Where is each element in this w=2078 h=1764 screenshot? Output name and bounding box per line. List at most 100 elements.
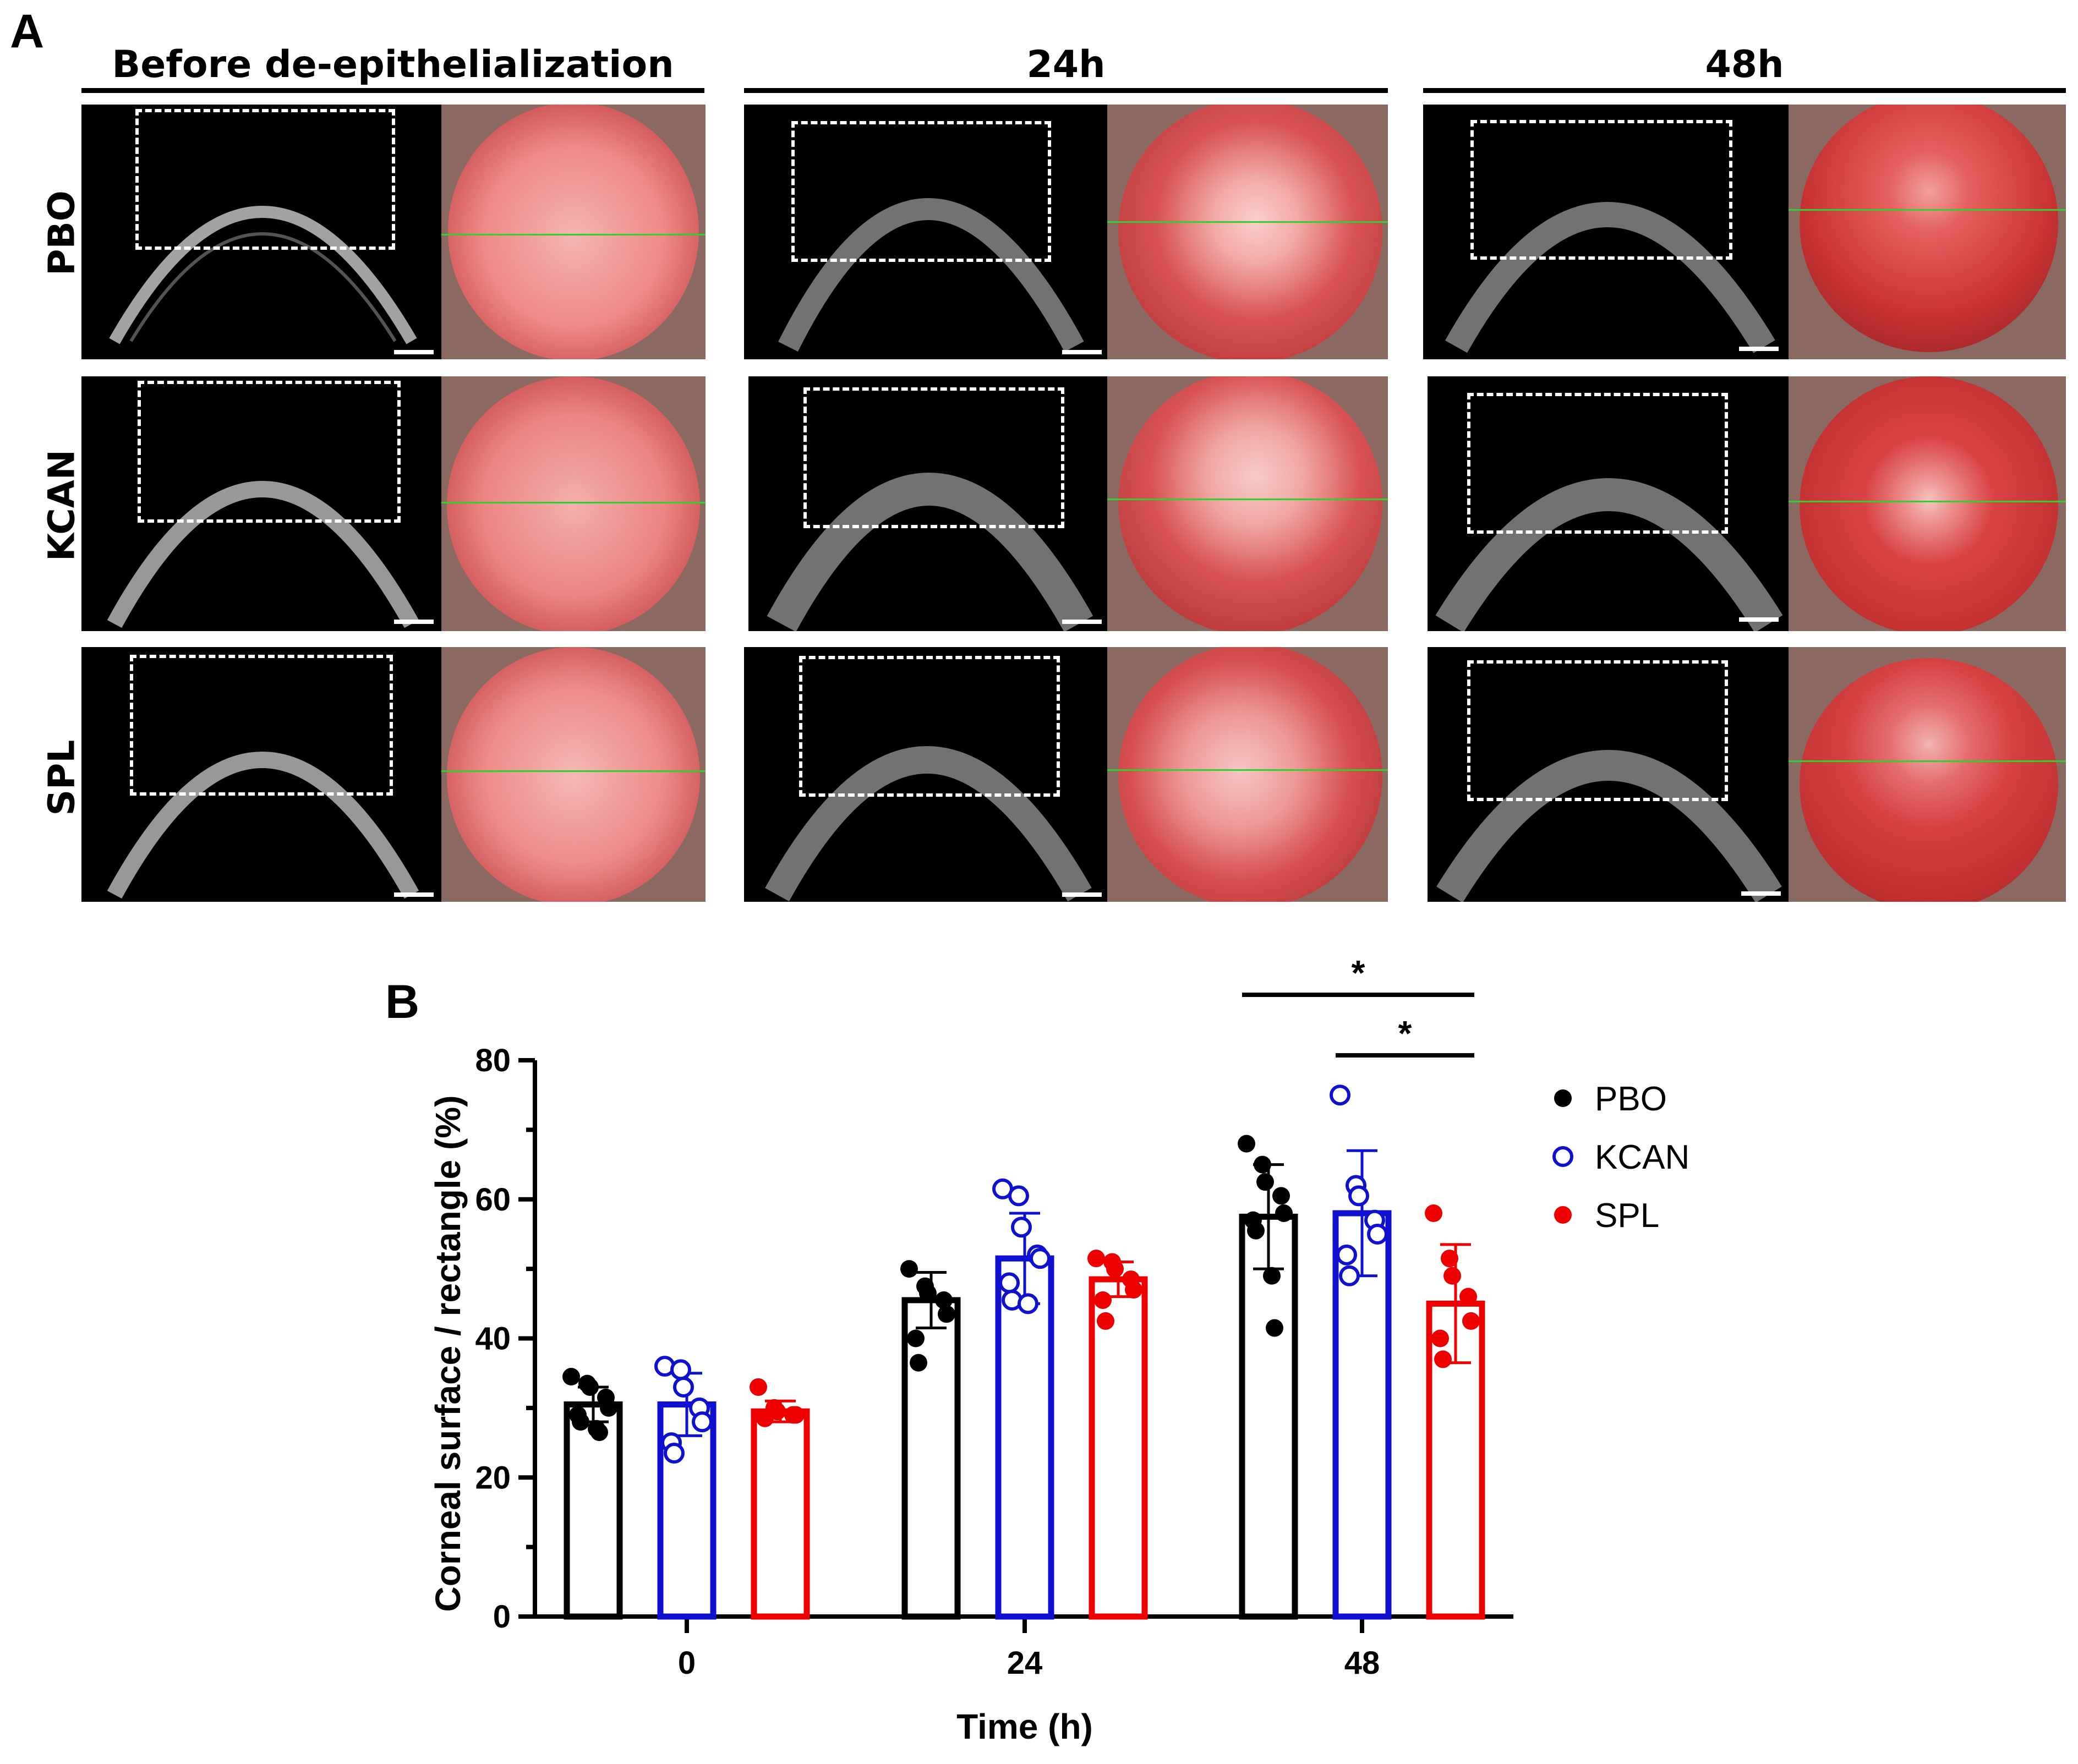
scale-bar: [1062, 350, 1102, 354]
oct-image-spl-before: [81, 647, 441, 902]
scan-line: [1789, 760, 2066, 762]
data-point-pbo: [900, 1260, 918, 1278]
eye-photo-pbo-before: [441, 105, 706, 359]
scale-bar: [1739, 617, 1779, 622]
legend-label-kcan: KCAN: [1595, 1138, 1689, 1176]
data-point-kcan: [670, 1359, 691, 1380]
eye-photo-spl-before: [441, 647, 706, 902]
data-point-pbo: [562, 1368, 580, 1386]
data-point-pbo: [1263, 1267, 1281, 1285]
data-point-pbo: [1256, 1173, 1274, 1191]
data-point-spl: [1441, 1250, 1458, 1268]
oct-roi-rectangle: [1467, 393, 1728, 534]
significance-label: *: [1398, 1014, 1412, 1053]
data-point-spl: [1125, 1281, 1142, 1299]
scan-line: [1789, 209, 2066, 211]
bar-spl-0: [751, 1408, 810, 1620]
scan-line: [1107, 498, 1388, 500]
data-point-spl: [1443, 1267, 1461, 1285]
eye-photo-spl-24h: [1107, 647, 1388, 902]
data-point-spl: [1459, 1288, 1477, 1306]
data-point-spl: [1462, 1312, 1480, 1330]
data-point-kcan: [1348, 1185, 1369, 1207]
data-point-pbo: [581, 1378, 599, 1396]
data-point-pbo: [910, 1354, 927, 1372]
y-tick-label: 80: [475, 1043, 511, 1078]
x-tick-label: 24: [1007, 1645, 1043, 1681]
oct-roi-rectangle: [130, 655, 393, 796]
scan-line: [441, 234, 706, 235]
data-point-spl: [1425, 1204, 1442, 1223]
data-point-kcan: [692, 1411, 713, 1433]
data-point-kcan: [1011, 1217, 1032, 1238]
oct-roi-rectangle: [803, 387, 1064, 528]
data-point-pbo: [600, 1399, 617, 1417]
data-point-kcan: [1330, 1084, 1350, 1106]
oct-image-kcan-24h: [748, 376, 1107, 631]
row-label-spl: SPL: [40, 739, 83, 816]
column-rule-before: [81, 88, 704, 93]
legend-marker-kcan: [1552, 1146, 1573, 1167]
eye-photo-pbo-48h: [1789, 105, 2066, 359]
data-point-pbo: [1238, 1135, 1255, 1153]
data-point-spl: [1431, 1329, 1449, 1347]
data-point-spl: [1106, 1260, 1124, 1278]
panel-a-letter: A: [10, 5, 45, 58]
column-rule-24h: [744, 88, 1388, 93]
data-point-spl: [787, 1406, 805, 1424]
scale-bar: [1062, 620, 1102, 624]
data-point-kcan: [1018, 1293, 1038, 1314]
x-axis-label: Time (h): [956, 1707, 1093, 1746]
column-title-before: Before de-epithelialization: [112, 43, 674, 86]
scan-line: [1789, 501, 2066, 502]
data-point-pbo: [1247, 1221, 1265, 1240]
scale-bar: [1741, 891, 1781, 896]
legend-label-pbo: PBO: [1595, 1080, 1667, 1118]
data-point-kcan: [664, 1443, 685, 1464]
scale-bar: [1739, 347, 1779, 351]
legend-label-spl: SPL: [1595, 1197, 1659, 1235]
oct-roi-rectangle: [791, 121, 1051, 262]
oct-roi-rectangle: [138, 381, 401, 523]
data-point-pbo: [1272, 1187, 1290, 1205]
oct-image-spl-24h: [744, 647, 1107, 902]
data-point-pbo: [935, 1291, 953, 1309]
column-title-24h: 24h: [1026, 43, 1106, 86]
data-point-spl: [756, 1409, 774, 1427]
data-point-kcan: [1008, 1185, 1029, 1207]
eye-photo-spl-48h: [1789, 647, 2066, 902]
oct-roi-rectangle: [1467, 660, 1728, 801]
oct-roi-rectangle: [135, 109, 395, 250]
eye-photo-kcan-48h: [1789, 376, 2066, 631]
scale-bar: [394, 350, 434, 354]
scale-bar: [394, 892, 434, 897]
scan-line: [1107, 221, 1388, 223]
x-tick-label: 0: [678, 1645, 696, 1681]
column-rule-48h: [1423, 88, 2066, 93]
data-point-spl: [1434, 1350, 1452, 1368]
y-tick-label: 40: [475, 1321, 511, 1357]
y-tick-label: 20: [475, 1460, 511, 1495]
data-point-spl: [1097, 1312, 1114, 1330]
data-point-kcan: [1339, 1265, 1360, 1286]
y-tick-label: 60: [475, 1182, 511, 1218]
data-point-spl: [1087, 1250, 1105, 1268]
eye-photo-kcan-before: [441, 376, 706, 631]
x-tick-label: 48: [1344, 1645, 1380, 1681]
y-axis-label: Corneal surface / rectangle (%): [428, 1095, 468, 1612]
oct-roi-rectangle: [799, 656, 1060, 797]
oct-image-pbo-24h: [744, 105, 1107, 359]
bar-spl-24: [1089, 1276, 1148, 1620]
eye-photo-kcan-24h: [1107, 376, 1388, 631]
data-point-spl: [750, 1378, 767, 1396]
data-point-pbo: [907, 1329, 925, 1347]
oct-roi-rectangle: [1470, 120, 1732, 260]
data-point-kcan: [999, 1272, 1020, 1294]
oct-image-kcan-before: [81, 376, 441, 631]
scale-bar: [394, 620, 434, 624]
data-point-pbo: [1266, 1319, 1283, 1337]
oct-image-kcan-48h: [1428, 376, 1789, 631]
scan-line: [441, 502, 706, 503]
data-point-kcan: [673, 1376, 694, 1398]
legend-marker-spl: [1554, 1206, 1572, 1224]
